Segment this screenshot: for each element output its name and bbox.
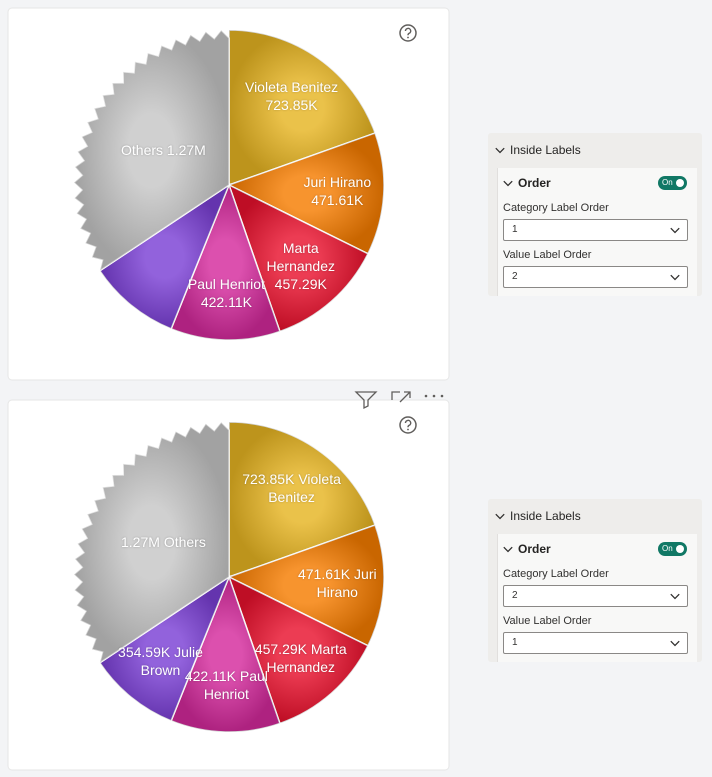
data-label: 457.29K Marta Hernandez	[249, 640, 353, 676]
field-label: Value Label Order	[503, 249, 592, 261]
value-label: 723.85K	[265, 97, 318, 114]
toggle-label: On	[662, 178, 673, 187]
panel-section: Order On Category Label Order 2 Value Label …	[497, 534, 697, 662]
chevron-icon	[503, 180, 513, 187]
data-label: Paul Henriot 422.11K	[174, 275, 278, 311]
help-icon-glyph	[404, 419, 412, 428]
more-icon-dot[interactable]	[432, 394, 436, 398]
value-label: 354.59K	[118, 644, 171, 661]
field-label: Value Label Order	[503, 615, 592, 627]
dropdown[interactable]: 2	[503, 585, 688, 607]
toggle[interactable]: On	[658, 542, 687, 556]
data-label: 723.85K Violeta Benitez	[240, 470, 344, 506]
data-label: 1.27M Others	[111, 533, 215, 551]
help-icon-dot	[407, 428, 409, 431]
dropdown-chevron[interactable]	[669, 590, 681, 602]
toggle-label: On	[662, 544, 673, 553]
category-label: Marta Hernandez	[266, 641, 347, 676]
value-label: 471.61K	[311, 192, 364, 209]
data-label: Others 1.27M	[111, 141, 215, 159]
help-icon[interactable]	[399, 416, 417, 434]
panel-title: Inside Labels	[510, 509, 581, 523]
category-label: Juri Hirano	[303, 174, 372, 191]
expand-chevron[interactable]	[494, 510, 506, 522]
format-panel: Inside Labels Order On Category Label Order…	[488, 499, 702, 662]
value-label: 457.29K	[254, 641, 307, 658]
field-label: Category Label Order	[503, 202, 609, 214]
value-label: 1.27M	[166, 141, 206, 158]
expand-chevron[interactable]	[494, 144, 506, 156]
chevron-icon	[670, 274, 680, 281]
dropdown-value: 1	[512, 224, 518, 235]
data-label: Violeta Benitez 723.85K	[240, 78, 344, 114]
category-label: Others	[121, 141, 164, 158]
filter-icon[interactable]	[354, 391, 378, 410]
chevron-icon	[503, 546, 513, 553]
dropdown-value: 1	[512, 637, 518, 648]
value-label: 422.11K	[200, 294, 252, 311]
data-label: 422.11K Paul Henriot	[174, 667, 278, 703]
focus-icon[interactable]	[391, 391, 411, 403]
dropdown-chevron[interactable]	[669, 637, 681, 649]
category-label: Violeta Benitez	[244, 79, 339, 96]
category-label: Paul Henriot	[187, 276, 265, 293]
chevron-icon	[670, 227, 680, 234]
category-label: Marta Hernandez	[266, 240, 336, 275]
more-icon-dot[interactable]	[440, 394, 444, 398]
section-title: Order	[518, 542, 551, 556]
format-panel: Inside Labels Order On Category Label Order…	[488, 133, 702, 296]
help-icon-glyph	[404, 27, 412, 36]
category-label: Julie Brown	[140, 644, 203, 679]
toggle-knob	[676, 179, 684, 187]
dropdown-value: 2	[512, 271, 518, 282]
category-label: Violeta Benitez	[268, 471, 341, 506]
help-icon[interactable]	[399, 24, 417, 42]
chevron-icon	[495, 513, 505, 520]
section-title: Order	[518, 176, 551, 190]
value-label: 471.61K	[297, 566, 351, 583]
dropdown[interactable]: 1	[503, 219, 688, 241]
value-label: 1.27M	[121, 533, 160, 550]
field-label: Category Label Order	[503, 568, 609, 580]
more-icon-dot[interactable]	[424, 394, 428, 398]
category-label: Paul Henriot	[203, 668, 268, 703]
toggle-knob	[676, 545, 684, 553]
data-label: 471.61K Juri Hirano	[285, 565, 389, 601]
value-label: 723.85K	[242, 471, 295, 488]
value-label: 457.29K	[274, 276, 327, 293]
panel-title: Inside Labels	[510, 143, 581, 157]
toggle[interactable]: On	[658, 176, 687, 190]
data-label: 354.59K Julie Brown	[108, 643, 212, 679]
panel-section: Order On Category Label Order 1 Value Label …	[497, 168, 697, 296]
data-label: Juri Hirano 471.61K	[285, 173, 389, 209]
chevron-icon	[670, 640, 680, 647]
dropdown[interactable]: 2	[503, 266, 688, 288]
dropdown-chevron[interactable]	[669, 224, 681, 236]
value-label: 422.11K	[184, 668, 236, 685]
expand-chevron[interactable]	[502, 543, 514, 555]
data-label: Marta Hernandez 457.29K	[249, 239, 353, 293]
help-icon-dot	[407, 36, 409, 39]
dropdown-chevron[interactable]	[669, 271, 681, 283]
expand-chevron[interactable]	[502, 177, 514, 189]
chevron-icon	[495, 147, 505, 154]
category-label: Juri Hirano	[316, 566, 377, 601]
dropdown-value: 2	[512, 590, 518, 601]
dropdown[interactable]: 1	[503, 632, 688, 654]
category-label: Others	[163, 533, 206, 550]
chevron-icon	[670, 593, 680, 600]
